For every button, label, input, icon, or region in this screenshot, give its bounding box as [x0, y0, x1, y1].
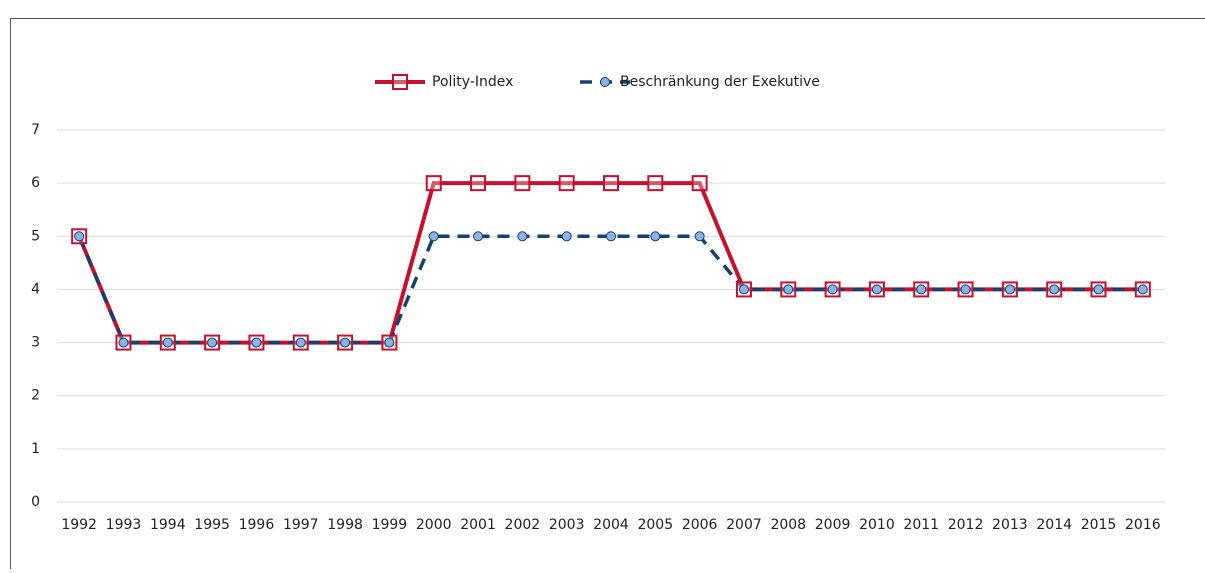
marker — [1094, 285, 1103, 294]
x-tick-label: 2007 — [726, 517, 762, 533]
x-tick-label: 1992 — [61, 517, 97, 533]
x-tick-label: 1999 — [372, 517, 408, 533]
marker — [693, 176, 707, 190]
x-tick-label: 2011 — [903, 517, 939, 533]
x-tick-label: 2012 — [948, 517, 984, 533]
x-tick-label: 2008 — [770, 517, 806, 533]
y-tick-label: 7 — [31, 122, 40, 138]
marker — [872, 285, 881, 294]
x-tick-label: 2002 — [505, 517, 541, 533]
x-tick-label: 1998 — [327, 517, 363, 533]
marker — [385, 338, 394, 347]
marker — [562, 232, 571, 241]
y-tick-label: 4 — [31, 281, 40, 297]
x-tick-label: 1997 — [283, 517, 319, 533]
marker — [828, 285, 837, 294]
marker — [515, 176, 529, 190]
y-tick-label: 1 — [31, 441, 40, 457]
marker — [471, 176, 485, 190]
y-tick-label: 2 — [31, 388, 40, 404]
marker — [75, 232, 84, 241]
x-tick-label: 1994 — [150, 517, 186, 533]
marker — [784, 285, 793, 294]
marker — [695, 232, 704, 241]
marker — [1138, 285, 1147, 294]
marker — [739, 285, 748, 294]
marker — [163, 338, 172, 347]
legend-label: Beschränkung der Exekutive — [620, 74, 820, 90]
x-tick-label: 2001 — [460, 517, 496, 533]
marker — [961, 285, 970, 294]
x-tick-label: 2010 — [859, 517, 895, 533]
marker — [1005, 285, 1014, 294]
x-tick-label: 2014 — [1036, 517, 1072, 533]
x-tick-label: 2000 — [416, 517, 452, 533]
x-tick-label: 1995 — [194, 517, 230, 533]
y-tick-label: 3 — [31, 335, 40, 351]
x-tick-label: 2005 — [637, 517, 673, 533]
x-tick-label: 2009 — [815, 517, 851, 533]
marker — [648, 176, 662, 190]
legend-label: Polity-Index — [432, 74, 513, 90]
chart-frame — [11, 19, 1205, 570]
x-tick-label: 2015 — [1081, 517, 1117, 533]
y-tick-label: 0 — [31, 494, 40, 510]
marker — [601, 78, 610, 87]
x-tick-label: 1996 — [239, 517, 275, 533]
y-tick-label: 6 — [31, 175, 40, 191]
marker — [1050, 285, 1059, 294]
marker — [341, 338, 350, 347]
marker — [252, 338, 261, 347]
marker — [429, 232, 438, 241]
marker — [393, 75, 407, 89]
marker — [604, 176, 618, 190]
x-tick-label: 1993 — [106, 517, 142, 533]
marker — [917, 285, 926, 294]
x-tick-label: 2016 — [1125, 517, 1161, 533]
marker — [296, 338, 305, 347]
marker — [651, 232, 660, 241]
marker — [560, 176, 574, 190]
marker — [474, 232, 483, 241]
x-tick-label: 2003 — [549, 517, 585, 533]
marker — [208, 338, 217, 347]
x-tick-label: 2004 — [593, 517, 629, 533]
marker — [518, 232, 527, 241]
x-tick-label: 2013 — [992, 517, 1028, 533]
x-tick-label: 2006 — [682, 517, 718, 533]
marker — [119, 338, 128, 347]
marker — [607, 232, 616, 241]
y-tick-label: 5 — [31, 228, 40, 244]
marker — [427, 176, 441, 190]
